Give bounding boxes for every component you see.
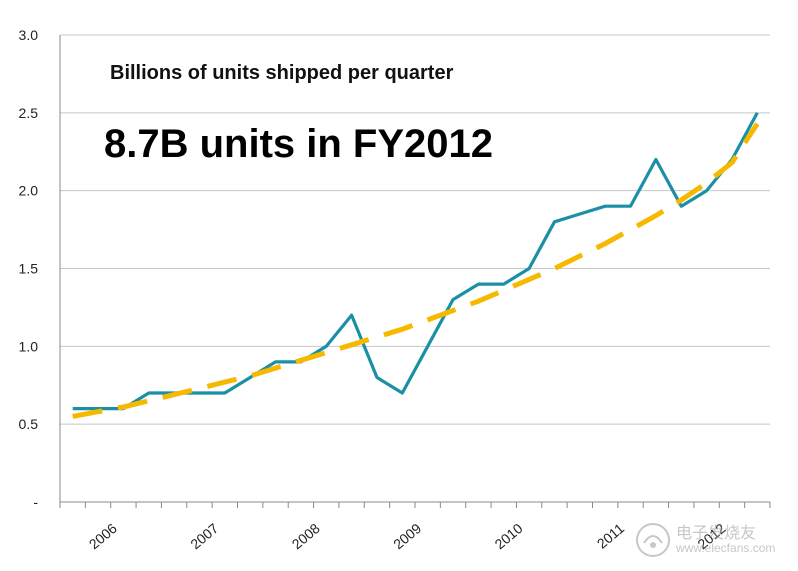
x-tick-labels: 2006 2007 2008 2009 2010 2011 2012	[86, 520, 729, 552]
y-tick-label: 1.5	[19, 261, 39, 277]
y-tick-label: 3.0	[19, 27, 39, 43]
watermark-logo-icon	[636, 523, 670, 557]
chart-title: Billions of units shipped per quarter	[110, 62, 454, 84]
y-tick-label: 2.0	[19, 183, 39, 199]
x-tick-label: 2010	[492, 520, 526, 552]
y-tick-label: 1.0	[19, 338, 39, 354]
x-axis	[59, 35, 771, 508]
y-tick-label: 2.5	[19, 105, 39, 121]
x-tick-label: 2006	[86, 520, 120, 552]
x-tick-label: 2009	[390, 520, 424, 552]
series-layer	[72, 112, 760, 419]
series-line-trend	[72, 122, 760, 419]
x-tick-label: 2007	[187, 520, 221, 552]
watermark-url: www.elecfans.com	[676, 541, 776, 555]
y-tick-label: 0.5	[19, 416, 39, 432]
x-tick-label: 2008	[289, 520, 323, 552]
y-axis: - 0.5 1.0 1.5 2.0 2.5 3.0	[19, 27, 39, 510]
chart-annotation: 8.7B units in FY2012	[104, 122, 494, 166]
grid	[60, 34, 770, 425]
watermark: 电子发烧友 www.elecfans.com	[634, 521, 784, 563]
y-tick-label: -	[33, 494, 38, 510]
x-tick-label: 2011	[594, 520, 628, 552]
watermark-text: 电子发烧友	[676, 525, 757, 542]
